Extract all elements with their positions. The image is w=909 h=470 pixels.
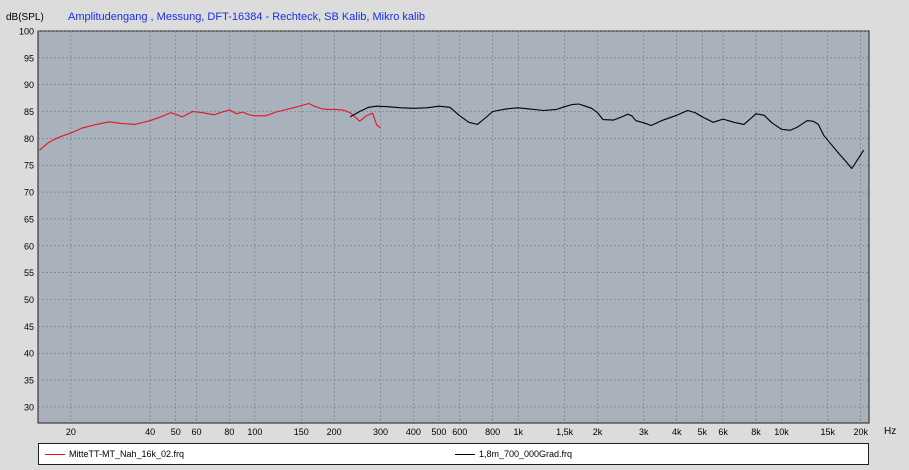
y-tick-label: 60 (24, 241, 34, 251)
series-lines (39, 102, 865, 170)
grid (38, 30, 869, 423)
y-tick-label: 40 (24, 349, 34, 359)
axis-ticks: 30 35 40 45 50 55 60 65 70 75 80 85 90 95 100 20 40 50 60 8… (19, 27, 868, 438)
legend-item-series-2: 1,8m_700_000Grad.frq (455, 447, 572, 461)
y-tick-label: 95 (24, 53, 34, 63)
x-tick-label: 1k (513, 427, 523, 437)
y-tick-label: 70 (24, 188, 34, 198)
x-tick-label: 200 (327, 427, 342, 437)
series-line-2 (349, 103, 865, 170)
legend-swatch-series-2 (455, 454, 475, 456)
series-line-1 (39, 102, 381, 151)
chart-title: Amplitudengang , Messung, DFT-16384 - Re… (68, 11, 425, 23)
x-tick-label: 5k (697, 427, 707, 437)
x-tick-label: 6k (718, 427, 728, 437)
legend-swatch-series-1 (45, 454, 65, 456)
y-tick-label: 80 (24, 134, 34, 144)
x-tick-label: 60 (191, 427, 201, 437)
x-tick-label: 3k (639, 427, 649, 437)
y-axis-label: dB(SPL) (6, 12, 44, 23)
y-tick-label: 30 (24, 402, 34, 412)
x-axis-label: Hz (884, 426, 896, 437)
y-tick-label: 100 (19, 27, 34, 37)
x-tick-label: 15k (821, 427, 836, 437)
y-tick-label: 35 (24, 376, 34, 386)
x-tick-label: 40 (145, 427, 155, 437)
y-tick-label: 65 (24, 214, 34, 224)
x-tick-label: 8k (751, 427, 761, 437)
y-tick-label: 45 (24, 322, 34, 332)
x-tick-label: 20k (853, 427, 868, 437)
y-tick-label: 55 (24, 268, 34, 278)
x-tick-label: 400 (406, 427, 421, 437)
x-tick-label: 300 (373, 427, 388, 437)
y-tick-label: 85 (24, 107, 34, 117)
x-tick-label: 50 (171, 427, 181, 437)
plot-area (37, 30, 870, 424)
y-tick-label: 50 (24, 295, 34, 305)
x-tick-label: 800 (485, 427, 500, 437)
x-tick-label: 600 (452, 427, 467, 437)
legend-label-series-1: MitteTT-MT_Nah_16k_02.frq (69, 449, 185, 459)
x-tick-label: 150 (294, 427, 309, 437)
x-tick-label: 10k (774, 427, 789, 437)
x-tick-label: 1,5k (556, 427, 574, 437)
x-tick-label: 80 (224, 427, 234, 437)
x-tick-label: 4k (672, 427, 682, 437)
x-tick-label: 100 (247, 427, 262, 437)
legend: MitteTT-MT_Nah_16k_02.frq 1,8m_700_000Gr… (38, 443, 869, 465)
x-tick-label: 500 (431, 427, 446, 437)
legend-label-series-2: 1,8m_700_000Grad.frq (479, 449, 573, 459)
legend-item-series-1: MitteTT-MT_Nah_16k_02.frq (45, 447, 184, 461)
x-tick-label: 2k (593, 427, 603, 437)
y-tick-label: 90 (24, 80, 34, 90)
y-tick-label: 75 (24, 161, 34, 171)
x-tick-label: 20 (66, 427, 76, 437)
